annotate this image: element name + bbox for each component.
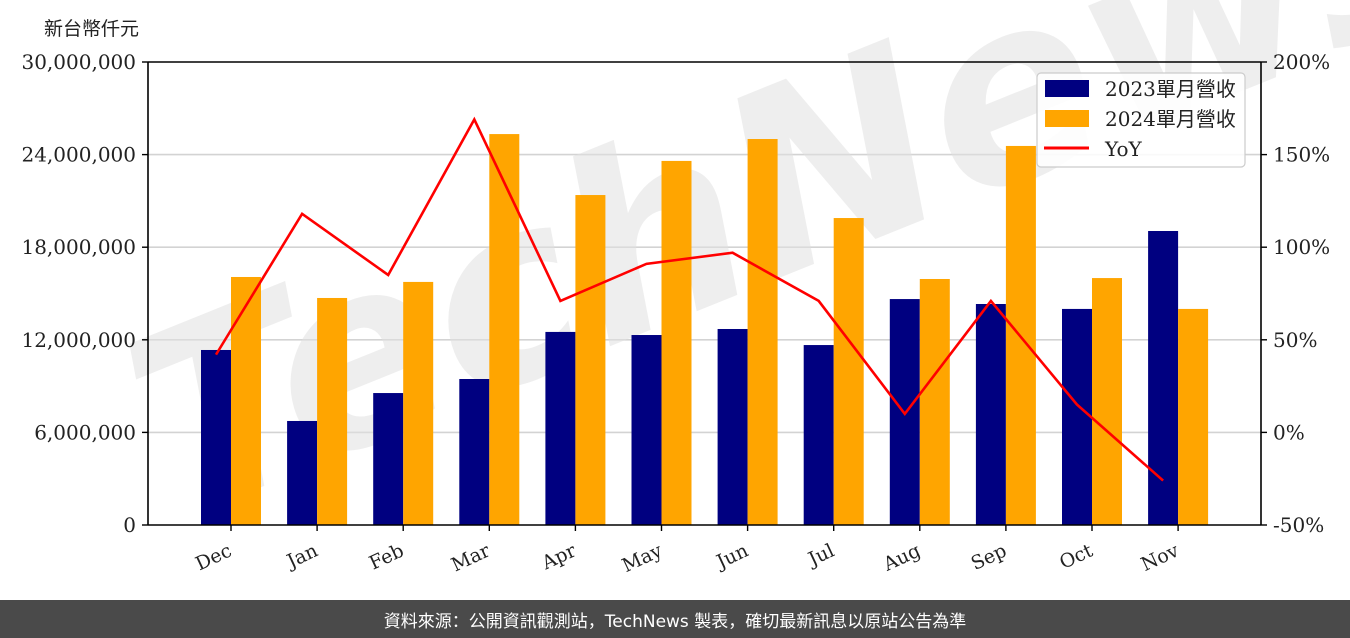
x-tick-label: Feb (366, 540, 408, 575)
y-tick-label: 24,000,000 (21, 143, 136, 167)
bar (717, 328, 748, 525)
bar (287, 420, 318, 525)
x-tick-label: May (619, 539, 666, 577)
bar (1178, 308, 1209, 525)
bar (803, 345, 834, 525)
y-tick-label: 30,000,000 (21, 50, 136, 74)
bar (489, 134, 520, 525)
bar (1062, 308, 1092, 525)
x-tick-label: Jun (712, 540, 752, 574)
x-tick-label: Jan (282, 540, 321, 574)
y2-tick-label: 0% (1273, 420, 1305, 444)
x-tick-label: Jul (803, 540, 838, 572)
bar-series (201, 134, 1209, 525)
y-tick-label: 0 (123, 513, 136, 537)
bar (833, 218, 864, 525)
y-tick-label: 12,000,000 (21, 328, 136, 352)
x-tick-label: Oct (1056, 539, 1096, 573)
bar (661, 160, 692, 525)
x-tick-label: Apr (538, 539, 581, 575)
bar (747, 139, 778, 525)
source-footer: 資料來源：公開資訊觀測站，TechNews 製表，確切最新訊息以原站公告為準 (0, 600, 1350, 638)
bar (631, 335, 662, 525)
bar (975, 303, 1006, 525)
bar (373, 393, 404, 525)
y2-tick-label: 150% (1273, 143, 1330, 167)
y-tick-label: 18,000,000 (21, 235, 136, 259)
y-tick-label: 6,000,000 (34, 420, 136, 444)
x-tick-label: Nov (1138, 539, 1183, 575)
legend: 2023單月營收 2024單月營收 YoY (1036, 72, 1246, 168)
x-tick-label: Sep (968, 540, 1010, 575)
bar (459, 379, 490, 525)
y2-tick-label: -50% (1273, 513, 1324, 537)
legend-swatch (1045, 110, 1089, 127)
legend-label: 2024單月營收 (1105, 107, 1236, 131)
y-axis-unit-label: 新台幣仟元 (44, 18, 140, 40)
bar (545, 331, 576, 525)
legend-swatch (1045, 80, 1089, 97)
y2-tick-label: 100% (1273, 235, 1330, 259)
legend-label: 2023單月營收 (1105, 77, 1236, 101)
y2-tick-label: 200% (1273, 50, 1330, 74)
bar (403, 281, 434, 525)
bar (919, 278, 950, 525)
revenue-chart: TechNews06,000,00012,000,00018,000,00024… (21, 0, 1350, 577)
legend-label: YoY (1104, 137, 1143, 161)
x-tick-label: Mar (448, 539, 494, 576)
bar (575, 195, 606, 525)
bar (317, 297, 348, 525)
bar (1092, 278, 1122, 525)
y2-tick-label: 50% (1273, 328, 1317, 352)
bar (231, 276, 261, 525)
bar (1148, 230, 1179, 525)
bar (201, 349, 231, 525)
x-tick-label: Aug (879, 540, 924, 576)
yoy-line (214, 116, 1164, 482)
